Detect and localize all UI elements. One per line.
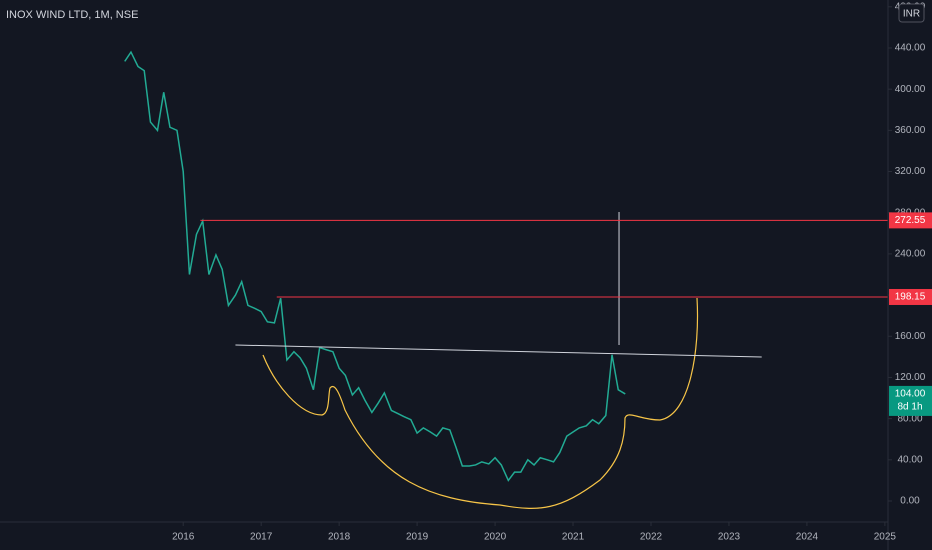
x-tick-label: 2024 — [796, 532, 819, 543]
chart-title: INOX WIND LTD, 1M, NSE — [6, 9, 138, 21]
cup-drawing — [262, 297, 699, 509]
y-tick-label: 400.00 — [895, 84, 926, 95]
countdown-label: 8d 1h — [897, 402, 922, 413]
level-label-box — [889, 288, 932, 305]
y-tick-label: 440.00 — [895, 43, 926, 54]
currency-label: INR — [903, 9, 920, 20]
x-tick-label: 2023 — [718, 532, 741, 543]
x-tick-label: 2019 — [406, 532, 429, 543]
price-line — [124, 50, 626, 482]
plot-area — [124, 50, 888, 509]
x-tick-label: 2018 — [328, 532, 351, 543]
x-tick-label: 2022 — [640, 532, 663, 543]
level-label: 272.55 — [895, 215, 926, 226]
y-tick-label: 360.00 — [895, 125, 926, 136]
y-tick-label: 160.00 — [895, 331, 926, 342]
x-tick-label: 2025 — [874, 532, 897, 543]
y-tick-label: 0.00 — [900, 496, 920, 507]
trendline — [235, 344, 762, 358]
y-tick-label: 40.00 — [897, 454, 922, 465]
x-tick-label: 2020 — [484, 532, 507, 543]
last-price-box — [889, 385, 932, 416]
y-tick-label: 80.00 — [897, 413, 922, 424]
y-tick-label: 120.00 — [895, 372, 926, 383]
currency-box — [898, 3, 925, 23]
x-tick-label: 2016 — [172, 532, 195, 543]
last-price-label: 104.00 — [895, 389, 926, 400]
x-tick-label: 2021 — [562, 532, 585, 543]
y-tick-label: 320.00 — [895, 166, 926, 177]
y-tick-label: 240.00 — [895, 249, 926, 260]
x-tick-label: 2017 — [250, 532, 273, 543]
level-label: 198.15 — [895, 292, 926, 303]
level-label-box — [889, 212, 932, 229]
